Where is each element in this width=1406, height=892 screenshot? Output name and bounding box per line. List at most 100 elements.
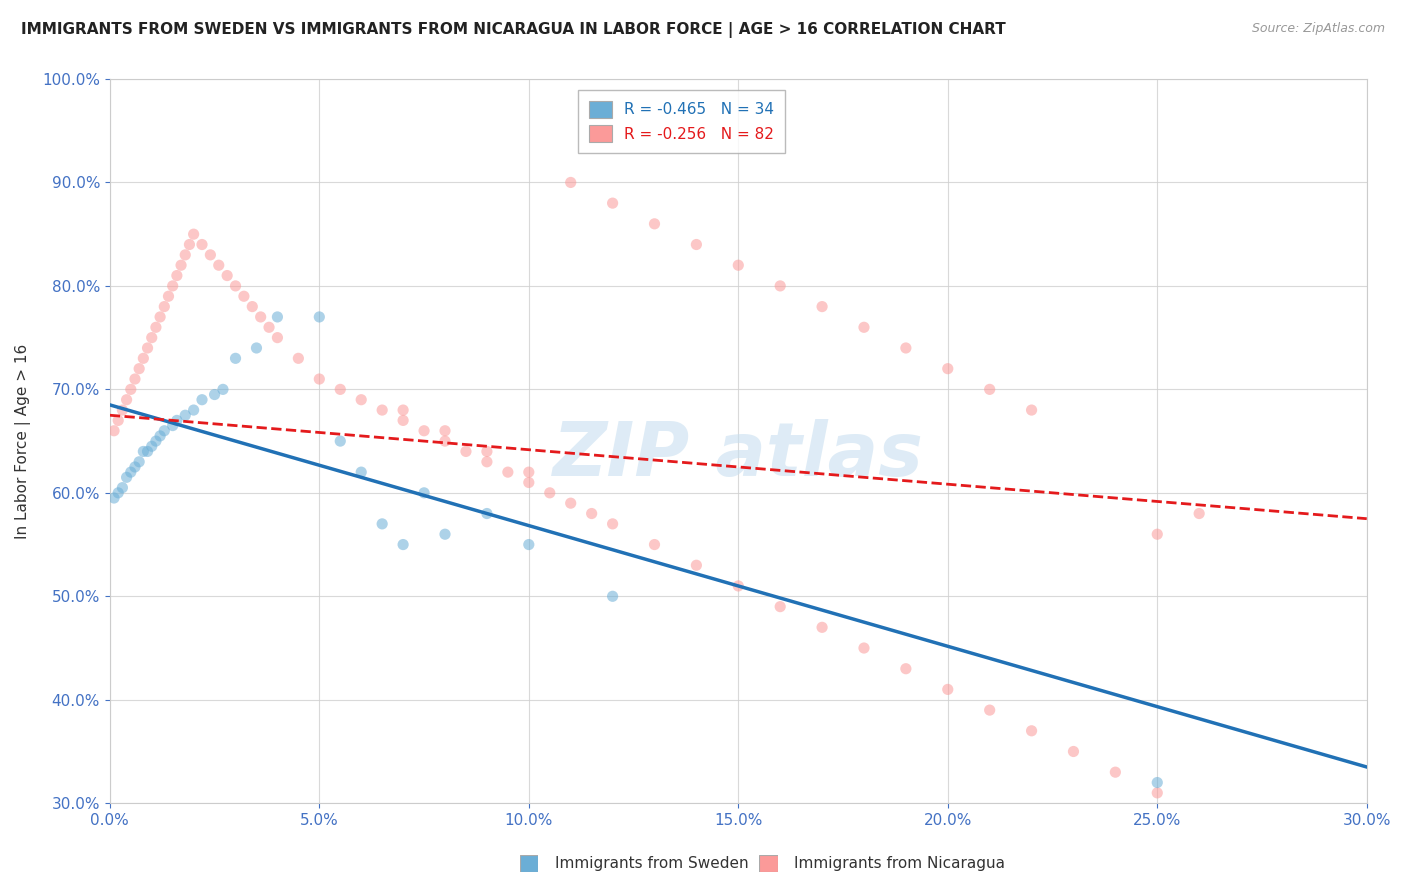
Point	[413, 424, 436, 438]
Point	[1271, 847, 1294, 862]
Point	[128, 361, 150, 376]
Point	[979, 703, 1001, 717]
Point	[157, 289, 180, 303]
Point	[179, 237, 201, 252]
Point	[475, 507, 498, 521]
Point	[1313, 869, 1336, 883]
Point	[434, 434, 457, 449]
Point	[1188, 507, 1211, 521]
Point	[249, 310, 271, 324]
Point	[191, 392, 214, 407]
Point	[266, 331, 288, 345]
Point	[183, 227, 205, 242]
Point	[811, 300, 834, 314]
Point	[120, 465, 142, 479]
Point	[162, 418, 184, 433]
Point	[517, 465, 540, 479]
Point	[894, 662, 917, 676]
Point	[602, 516, 624, 531]
Point	[153, 424, 176, 438]
Point	[141, 331, 163, 345]
Point	[153, 300, 176, 314]
Point	[894, 341, 917, 355]
Point	[124, 460, 146, 475]
Point	[115, 470, 138, 484]
Point	[1146, 775, 1168, 789]
Point	[413, 486, 436, 500]
Point	[769, 279, 792, 293]
Point	[454, 444, 477, 458]
Point	[1104, 765, 1126, 780]
Point	[1021, 403, 1043, 417]
Point	[240, 300, 263, 314]
Point	[350, 465, 373, 479]
Point	[257, 320, 280, 334]
Point	[166, 413, 188, 427]
Point	[208, 258, 231, 272]
Point	[136, 341, 159, 355]
Point	[1062, 744, 1084, 758]
Point	[517, 475, 540, 490]
Text: Source: ZipAtlas.com: Source: ZipAtlas.com	[1251, 22, 1385, 36]
Point	[103, 424, 125, 438]
Text: Immigrants from Nicaragua: Immigrants from Nicaragua	[794, 856, 1005, 871]
Point	[936, 682, 959, 697]
Point	[1021, 723, 1043, 738]
Point	[128, 455, 150, 469]
Point	[204, 387, 226, 401]
Point	[852, 640, 875, 655]
Point	[475, 455, 498, 469]
Point	[979, 383, 1001, 397]
Point	[644, 537, 666, 551]
Point	[132, 444, 155, 458]
Point	[602, 196, 624, 211]
Point	[107, 486, 129, 500]
Point	[107, 413, 129, 427]
Point	[174, 248, 197, 262]
Text: Immigrants from Sweden: Immigrants from Sweden	[555, 856, 749, 871]
Point	[581, 507, 603, 521]
Point	[308, 372, 330, 386]
Point	[560, 496, 582, 510]
Point	[120, 383, 142, 397]
Point	[1188, 806, 1211, 821]
Point	[212, 383, 235, 397]
Point	[170, 258, 193, 272]
Point	[183, 403, 205, 417]
Point	[149, 429, 172, 443]
Point	[496, 465, 519, 479]
Point	[329, 434, 352, 449]
Point	[111, 481, 134, 495]
Point	[287, 351, 309, 366]
Point	[434, 424, 457, 438]
Point	[538, 486, 561, 500]
Point	[191, 237, 214, 252]
Point	[225, 279, 247, 293]
Point	[644, 217, 666, 231]
Point	[392, 537, 415, 551]
Point	[727, 258, 749, 272]
Point	[225, 351, 247, 366]
Point	[936, 361, 959, 376]
Point	[115, 392, 138, 407]
Point	[434, 527, 457, 541]
Point	[727, 579, 749, 593]
Point	[392, 413, 415, 427]
Point	[145, 320, 167, 334]
Point	[475, 444, 498, 458]
Point	[371, 403, 394, 417]
Point	[132, 351, 155, 366]
Point	[141, 439, 163, 453]
Point	[166, 268, 188, 283]
Point	[852, 320, 875, 334]
Point	[174, 409, 197, 423]
Text: IMMIGRANTS FROM SWEDEN VS IMMIGRANTS FROM NICARAGUA IN LABOR FORCE | AGE > 16 CO: IMMIGRANTS FROM SWEDEN VS IMMIGRANTS FRO…	[21, 22, 1005, 38]
Point	[200, 248, 222, 262]
Text: ZIP atlas: ZIP atlas	[553, 419, 924, 492]
Point	[1146, 786, 1168, 800]
Point	[149, 310, 172, 324]
Point	[371, 516, 394, 531]
Point	[232, 289, 254, 303]
Point	[392, 403, 415, 417]
Y-axis label: In Labor Force | Age > 16: In Labor Force | Age > 16	[15, 343, 31, 539]
